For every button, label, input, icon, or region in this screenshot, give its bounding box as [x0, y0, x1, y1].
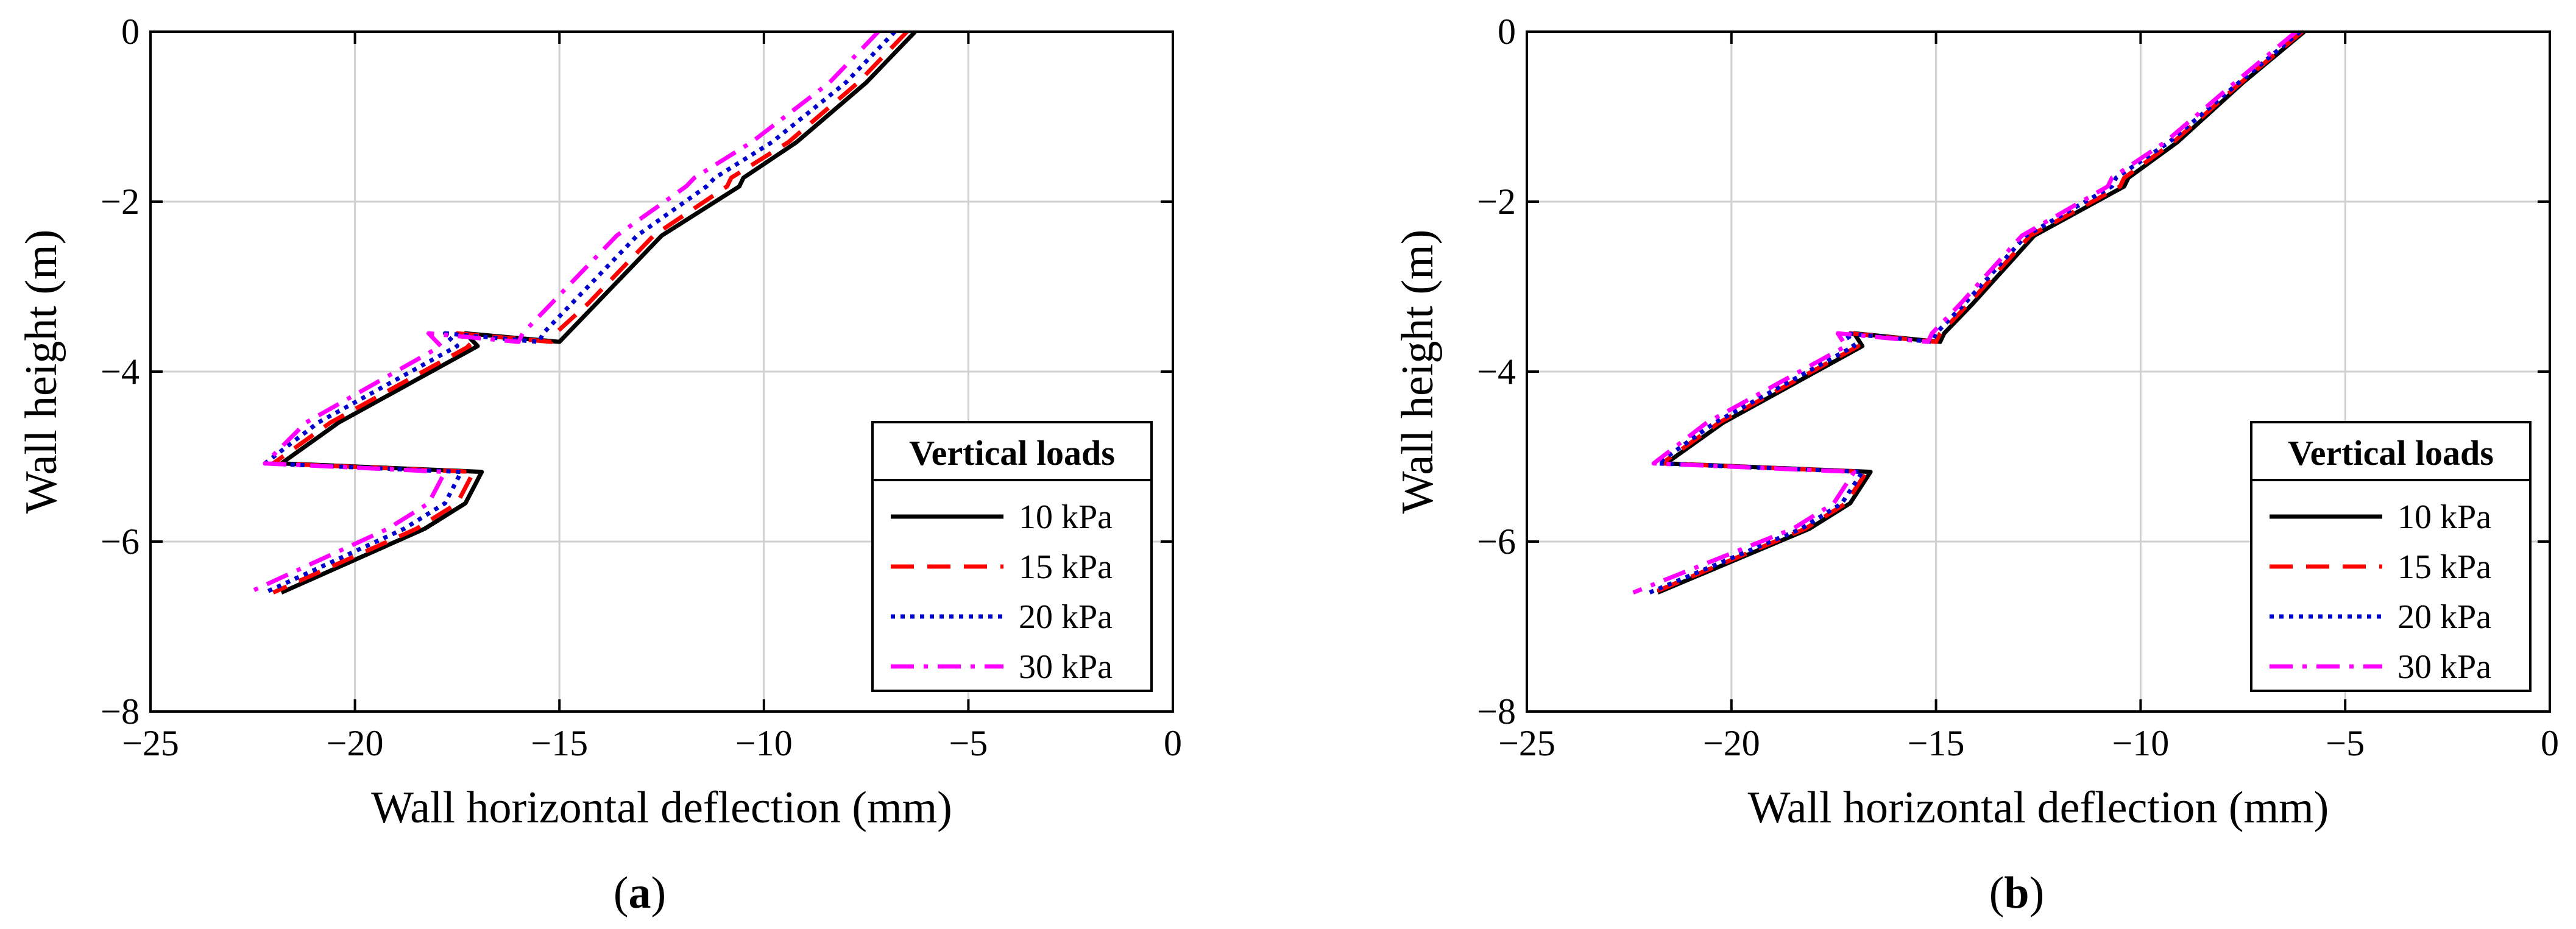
panel-b-legend-entry-2: 20 kPa [2397, 598, 2491, 636]
panel-b-ticks: −25 −20 −15 −10 −5 0−8−6−4−20 [1477, 12, 2559, 763]
panel-b-legend-entry-1: 15 kPa [2397, 548, 2491, 586]
panel-b: −25 −20 −15 −10 −5 0−8−6−4−20 Wall horizontal… [1393, 12, 2559, 918]
panel-a-y-tick-label-2: −4 [101, 351, 140, 392]
panel-a-x-tick-label-2: −15 [531, 723, 588, 763]
panel-b-x-tick-label-0: −25 [1498, 723, 1555, 763]
panel-a-legend-entry-2: 20 kPa [1019, 598, 1113, 636]
panel-a-x-tick-label-3: −10 [735, 723, 793, 763]
panel-b-legend-box [2250, 421, 2532, 692]
panel-a-legend-title: Vertical loads [909, 433, 1115, 473]
panel-b-y-axis-label: Wall height (m) [1393, 230, 1443, 514]
panel-b-series-line-3 [1632, 30, 2298, 595]
panel-b-legend-entry-0: 10 kPa [2397, 498, 2491, 536]
panel-a-y-axis-label: Wall height (m) [16, 230, 66, 514]
panel-a-legend-entry-3: 30 kPa [1019, 648, 1113, 686]
panel-b-series-line-0 [1657, 30, 2306, 595]
panel-b-x-tick-label-4: −5 [2326, 723, 2365, 763]
panel-b-legend: Vertical loads 10 kPa 15 kPa 20 kPa 30 kPa [2250, 421, 2532, 692]
panel-a-legend-box [871, 421, 1153, 692]
panel-a-y-tick-label-3: −2 [101, 182, 140, 222]
panel-a-y-tick-label-4: 0 [121, 12, 140, 52]
panel-a-y-tick-label-1: −6 [101, 521, 140, 562]
panel-b-x-tick-label-1: −20 [1703, 723, 1760, 763]
panel-b-series-line-2 [1649, 30, 2302, 595]
panel-a-x-axis-label: Wall horizontal deflection (mm) [371, 783, 952, 833]
panel-b-x-tick-label-2: −15 [1908, 723, 1965, 763]
panel-b-series-line-1 [1652, 30, 2304, 595]
panel-b-y-tick-label-4: 0 [1498, 12, 1516, 52]
panel-a-legend: Vertical loads 10 kPa 15 kPa 20 kPa 30 kPa [871, 421, 1153, 692]
panel-a-legend-entry-1: 15 kPa [1019, 548, 1113, 586]
panel-a-x-tick-label-1: −20 [327, 723, 384, 763]
panel-b-x-tick-label-3: −10 [2112, 723, 2169, 763]
panel-a-legend-entry-0: 10 kPa [1019, 498, 1113, 536]
panel-b-y-tick-label-0: −8 [1477, 691, 1516, 732]
panel-b-y-tick-label-1: −6 [1477, 521, 1516, 562]
panel-a-x-tick-label-4: −5 [949, 723, 988, 763]
panel-b-legend-entry-3: 30 kPa [2397, 648, 2491, 686]
panel-a-sublabel: (a) [614, 868, 666, 918]
panel-a-curves [247, 30, 917, 595]
panel-b-y-tick-label-3: −2 [1477, 182, 1516, 222]
panel-a-y-tick-label-0: −8 [101, 691, 140, 732]
panel-a-series-line-1 [271, 30, 909, 595]
panel-a-ticks: −25 −20 −15 −10 −5 0−8−6−4−20 [101, 12, 1182, 763]
panel-a-x-tick-label-0: −25 [122, 723, 179, 763]
panel-a-series-line-3 [247, 30, 880, 595]
panel-b-curves [1632, 30, 2306, 595]
panel-a: −25 −20 −15 −10 −5 0−8−6−4−20 Wall horizontal… [16, 12, 1182, 918]
panel-a-series-line-2 [263, 30, 897, 595]
panel-b-x-axis-label: Wall horizontal deflection (mm) [1748, 783, 2329, 833]
panel-a-series-line-0 [279, 30, 917, 595]
panel-b-legend-title: Vertical loads [2288, 433, 2494, 473]
panel-b-y-tick-label-2: −4 [1477, 351, 1516, 392]
panel-a-x-tick-label-5: 0 [1164, 723, 1182, 763]
panel-b-x-tick-label-5: 0 [2541, 723, 2559, 763]
panel-b-sublabel: (b) [1989, 868, 2044, 918]
